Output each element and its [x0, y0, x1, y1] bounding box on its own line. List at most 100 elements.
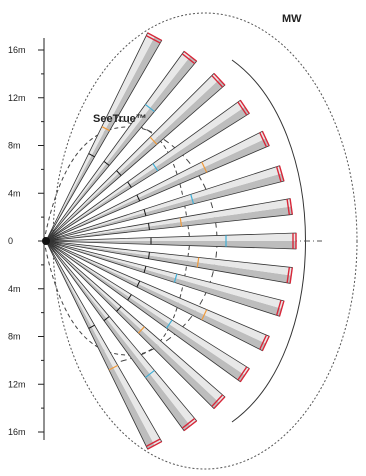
beam-tip-marker — [289, 198, 293, 215]
scale-tick-label: 8m — [8, 141, 21, 151]
detection-beams — [45, 32, 297, 450]
beam-shade — [46, 173, 284, 241]
beam-shade — [46, 241, 245, 382]
beam-range-marker — [196, 257, 200, 268]
beam-tip-marker — [237, 366, 248, 381]
beam-range-marker — [179, 217, 183, 227]
beam-tip-marker — [239, 99, 250, 114]
mw-label: MW — [282, 13, 302, 25]
beam-shade — [46, 138, 270, 241]
beam-range-marker — [201, 309, 208, 321]
beam-range-marker — [144, 103, 155, 113]
beam-tip-marker — [275, 166, 282, 183]
beam-light — [46, 241, 162, 446]
beam-inner-marker — [88, 153, 95, 158]
beam-tip-marker — [211, 75, 224, 88]
beam-tip-marker — [261, 335, 270, 352]
mw-coverage-boundary — [52, 12, 358, 470]
beam-tip-marker — [183, 50, 198, 62]
beam-tip-marker — [213, 72, 226, 86]
beam — [45, 130, 270, 242]
beam — [45, 165, 285, 242]
scale-tick-label: 12m — [8, 379, 26, 389]
beam-inner-marker — [103, 316, 110, 322]
beam-inner-marker — [148, 252, 150, 259]
beam-tip-marker — [181, 53, 196, 65]
beam-range-marker — [144, 369, 155, 379]
beam-tip-marker — [286, 199, 291, 215]
beam — [45, 32, 163, 242]
beam — [45, 99, 250, 242]
beam — [45, 232, 297, 250]
beam — [45, 240, 270, 352]
beam-tip-marker — [237, 101, 248, 116]
beam-light — [46, 241, 270, 344]
beam-light — [46, 241, 284, 309]
beam-inner-marker — [116, 306, 122, 312]
beam-tip-marker — [275, 299, 282, 316]
scale-tick-label: 0 — [8, 236, 13, 246]
beam-range-marker — [165, 319, 173, 329]
beam-inner-marker — [127, 181, 132, 188]
scale-tick-label: 4m — [8, 188, 21, 198]
beam-shade — [46, 241, 191, 431]
beam-shade — [46, 106, 250, 241]
beam-tip-marker — [239, 368, 250, 383]
beam-light — [46, 241, 197, 426]
beam-shade — [46, 36, 162, 241]
beam-range-marker — [152, 163, 159, 172]
beam-tip-marker — [145, 438, 161, 447]
scale-ticks: 16m 12m 8m 4m 0 4m 8m 12m 16m — [8, 45, 44, 437]
beam-tip-marker — [213, 396, 226, 410]
beam-light — [46, 51, 191, 241]
seetrue-label: SeeTrue™ — [93, 113, 147, 125]
beam — [45, 240, 285, 317]
beam-range-marker — [201, 161, 208, 173]
scale-tick-label: 8m — [8, 332, 21, 342]
beam-light — [46, 241, 293, 276]
beam-light — [46, 100, 245, 241]
beam-inner-marker — [88, 324, 95, 329]
beam-range-marker — [190, 194, 195, 205]
beam — [45, 198, 293, 242]
beam-tip-marker — [286, 267, 291, 283]
beam — [45, 72, 226, 242]
beam-shade — [46, 79, 225, 241]
beam-tip-marker — [259, 334, 268, 350]
beam-inner-marker — [116, 170, 122, 176]
beam-shade — [46, 241, 155, 450]
beam-tip-marker — [289, 267, 293, 284]
beam — [45, 240, 198, 432]
beam-tip-marker — [183, 420, 198, 432]
beam-tip-marker — [181, 417, 196, 429]
beam-tip-marker — [147, 32, 163, 42]
beam-inner-marker — [136, 194, 141, 202]
beam-tip-marker — [278, 165, 285, 182]
beam-tip-marker — [147, 440, 163, 450]
range-arc-dashed — [117, 119, 218, 363]
beam-light — [46, 32, 155, 242]
beam-shade — [46, 241, 220, 409]
beam — [45, 240, 226, 410]
beam — [45, 240, 250, 383]
beam-shade — [46, 56, 197, 241]
beam-range-marker — [149, 136, 158, 145]
beam-tip-marker — [259, 132, 268, 148]
beam-light — [46, 73, 220, 241]
beam-tip-marker — [211, 394, 224, 407]
beam-range-marker — [108, 364, 119, 371]
sensor-origin — [42, 237, 50, 245]
scale-tick-label: 16m — [8, 45, 26, 55]
beam-range-marker — [173, 273, 178, 283]
beam-range-marker — [137, 326, 145, 334]
beam-inner-marker — [143, 209, 147, 216]
beam-inner-marker — [143, 266, 147, 273]
beam-light — [46, 241, 225, 403]
beam — [45, 240, 293, 284]
beam-light — [46, 241, 250, 376]
scale-tick-label: 12m — [8, 93, 26, 103]
beam-shade — [46, 206, 293, 241]
scale-tick-label: 4m — [8, 284, 21, 294]
beam-inner-marker — [127, 294, 132, 301]
beam-inner-marker — [136, 280, 141, 288]
